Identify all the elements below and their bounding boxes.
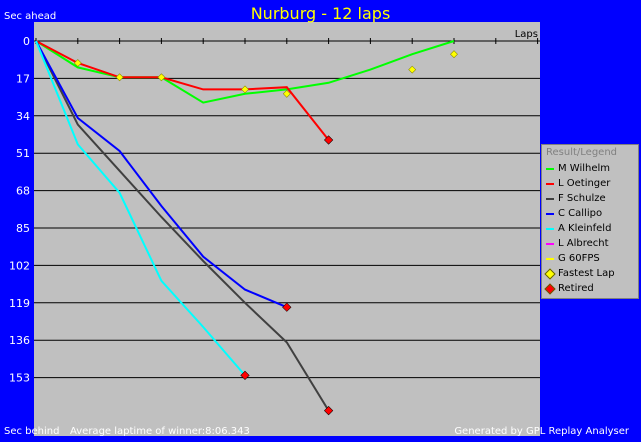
markers — [73, 50, 458, 416]
fastest-lap-marker — [282, 89, 291, 98]
legend-items: M Wilhelm L Oetinger F Schulze C Callipo A K… — [542, 161, 638, 296]
legend-item: M Wilhelm — [542, 161, 638, 176]
legend-label: C Callipo — [558, 208, 603, 219]
legend-label: G 60FPS — [558, 253, 600, 264]
legend-label: Retired — [558, 283, 594, 294]
y-tick-label: 119 — [9, 297, 30, 310]
y-tick-label: 0 — [23, 35, 30, 48]
y-tick-label: 17 — [16, 72, 30, 85]
fastest-lap-marker — [115, 73, 124, 82]
fastest-lap-marker — [73, 59, 82, 67]
y-tick-label: 102 — [9, 259, 30, 272]
legend-item: A Kleinfeld — [542, 221, 638, 236]
legend-marker-swatch — [544, 268, 556, 280]
legend-item: C Callipo — [542, 206, 638, 221]
chart-title: Nurburg - 12 laps — [250, 4, 391, 23]
legend-title: Result/Legend — [546, 147, 618, 158]
y-tick-label: 153 — [9, 372, 30, 385]
x-axis-label: Laps — [515, 29, 538, 40]
legend-label: A Kleinfeld — [558, 223, 612, 234]
legend-line-swatch — [546, 258, 554, 260]
legend-item: L Oetinger — [542, 176, 638, 191]
legend-item: G 60FPS — [542, 251, 638, 266]
legend-line-swatch — [546, 228, 554, 230]
series-line — [35, 40, 330, 141]
legend-line-swatch — [546, 168, 554, 170]
series-line — [35, 40, 455, 104]
plot-background — [34, 22, 540, 436]
series-line — [35, 40, 330, 412]
series-line — [35, 40, 246, 377]
series-line — [35, 40, 288, 309]
retired-marker — [324, 406, 334, 416]
legend: Result/Legend M Wilhelm L Oetinger F Schul… — [541, 144, 639, 299]
legend-label: M Wilhelm — [558, 163, 611, 174]
y-axis-ticks: 0 17 34 51 68 85 102 119 136 153 — [9, 35, 30, 385]
fastest-lap-marker — [241, 85, 249, 94]
fastest-lap-marker — [408, 65, 417, 74]
legend-item: Retired — [542, 281, 638, 296]
legend-line-swatch — [546, 243, 554, 245]
legend-item: Fastest Lap — [542, 266, 638, 281]
legend-label: L Oetinger — [558, 178, 611, 189]
y-tick-label: 34 — [16, 110, 30, 123]
legend-label: Fastest Lap — [558, 268, 615, 279]
series-lines — [35, 40, 455, 412]
fastest-lap-marker — [157, 73, 166, 82]
legend-label: L Albrecht — [558, 238, 609, 249]
legend-item: L Albrecht — [542, 236, 638, 251]
retired-marker — [282, 302, 292, 312]
average-laptime: Average laptime of winner:8:06.343 — [70, 426, 250, 437]
y-tick-label: 51 — [16, 147, 30, 160]
retired-marker — [324, 135, 334, 145]
legend-line-swatch — [546, 183, 554, 185]
y-axis-label-ahead: Sec ahead — [4, 11, 57, 22]
legend-line-swatch — [546, 213, 554, 215]
legend-line-swatch — [546, 198, 554, 200]
legend-marker-swatch — [544, 283, 556, 295]
y-axis-label-behind: Sec behind — [4, 426, 60, 437]
generator-credit: Generated by GPL Replay Analyser — [454, 426, 629, 437]
grid — [34, 40, 540, 379]
y-tick-label: 85 — [16, 222, 30, 235]
y-tick-label: 68 — [16, 185, 30, 198]
retired-marker — [240, 370, 250, 380]
y-tick-label: 136 — [9, 334, 30, 347]
fastest-lap-marker — [450, 50, 458, 59]
legend-item: F Schulze — [542, 191, 638, 206]
legend-label: F Schulze — [558, 193, 606, 204]
